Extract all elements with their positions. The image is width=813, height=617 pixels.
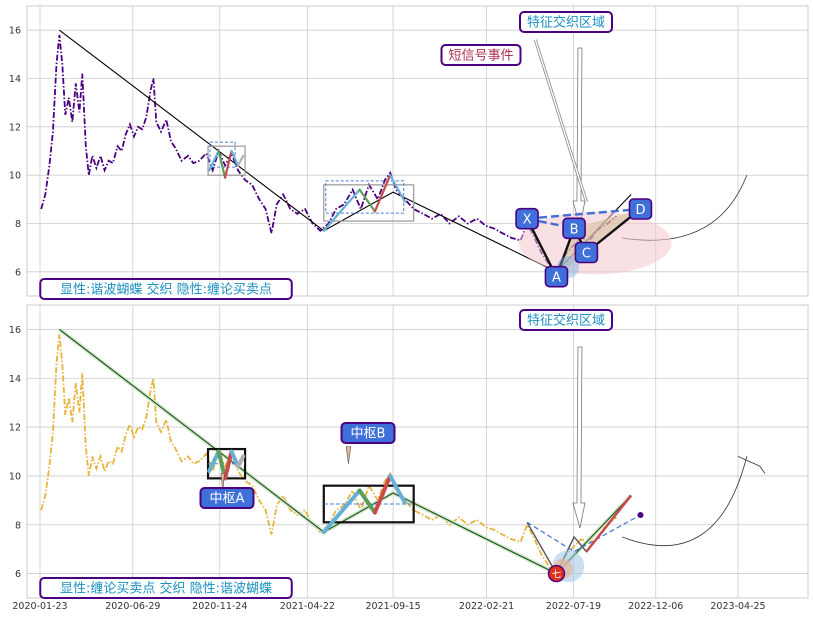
pointer-arrow <box>572 346 586 529</box>
y-tick-label: 6 <box>15 267 21 278</box>
plot-frame <box>26 5 809 297</box>
zigzag-stroke <box>230 149 240 167</box>
arc-end-whisker <box>737 456 766 474</box>
harmonic-node-label: X <box>523 213 532 228</box>
x-tick-label: 2021-04-22 <box>280 601 335 612</box>
panel-footer-label: 显性:谐波蝴蝶 交织 隐性:缠论买卖点 <box>60 282 272 298</box>
x-tick-label: 2020-11-24 <box>192 601 247 612</box>
buy-point-label: 七 <box>552 570 562 581</box>
panel-footer-label-box <box>39 278 293 300</box>
zigzag-stroke <box>217 149 227 179</box>
central-box <box>323 184 415 222</box>
y-tick-label: 12 <box>9 122 21 133</box>
y-tick-label: 14 <box>9 74 21 85</box>
x-tick-label: 2023-04-25 <box>710 601 765 612</box>
plot-frame <box>26 304 809 599</box>
harmonic-node-b <box>562 217 586 240</box>
x-tick-label: 2022-12-06 <box>628 601 683 612</box>
event-arrow-core <box>534 39 588 202</box>
harmonic-node-c <box>574 241 599 264</box>
feature-zone-label: 特征交织区域 <box>527 15 605 31</box>
harmonic-node-d <box>628 198 653 220</box>
harmonic-node-label: A <box>552 271 561 286</box>
feature-zone-label: 特征交织区域 <box>527 313 605 329</box>
zigzag-stroke <box>223 149 233 179</box>
y-tick-label: 14 <box>9 374 21 385</box>
y-tick-label: 6 <box>15 569 21 580</box>
central-a-label-box <box>199 487 255 509</box>
harmonic-node-label: C <box>582 247 591 262</box>
end-point-marker <box>637 511 644 518</box>
x-tick-label: 2020-06-29 <box>105 601 160 612</box>
zigzag-stroke <box>236 454 246 469</box>
central-a-label: 中枢A <box>210 492 245 507</box>
zigzag-stroke <box>321 488 362 535</box>
central-b-label: 中枢B <box>351 427 386 442</box>
bottom-red-leg <box>585 494 633 553</box>
y-tick-label: 12 <box>9 423 21 434</box>
zigzag-stroke <box>372 473 393 515</box>
feature-zone-label-box <box>519 309 613 331</box>
buy-point-marker <box>547 564 566 583</box>
box-b-pointer <box>345 446 352 464</box>
price-series-line <box>40 34 617 274</box>
panel-footer-label-box <box>39 577 293 599</box>
zigzag-stroke <box>358 188 376 213</box>
zigzag-stroke <box>388 473 407 505</box>
bottom-dashed-line <box>526 514 641 553</box>
zigzag-stroke <box>223 449 234 481</box>
zigzag-stroke <box>236 154 245 167</box>
y-tick-label: 16 <box>9 325 21 336</box>
zigzag-stroke <box>207 449 221 474</box>
x-tick-label: 2022-02-21 <box>459 601 514 612</box>
box-a-pointer <box>220 473 225 491</box>
y-tick-label: 10 <box>9 471 21 482</box>
price-series-line <box>40 334 617 576</box>
x-tick-label: 2021-09-15 <box>366 601 421 612</box>
harmonic-node-label: D <box>635 203 645 218</box>
zigzag-stroke <box>229 449 241 469</box>
y-tick-label: 10 <box>9 171 21 182</box>
harmonic-node-a <box>544 265 569 288</box>
short-signal-label: 短信号事件 <box>448 49 513 64</box>
central-b-label-box <box>340 422 396 444</box>
x-axis: 2020-01-23 2020-06-29 2020-11-24 2021-04-22… <box>12 601 765 612</box>
y-tick-label: 8 <box>15 520 21 531</box>
zigzag-stroke <box>208 149 220 172</box>
x-tick-label: 2022-07-19 <box>546 601 601 612</box>
harmonic-node-label: B <box>570 222 579 237</box>
x-tick-label: 2020-01-23 <box>12 601 67 612</box>
zigzag-stroke <box>389 174 406 203</box>
y-tick-label: 8 <box>15 219 21 230</box>
zigzag-stroke <box>357 488 377 515</box>
short-signal-label-box <box>440 44 522 66</box>
zigzag-stroke <box>373 174 392 213</box>
panel-footer-label: 显性:缠论买卖点 交织 隐性:谐波蝴蝶 <box>60 581 272 597</box>
harmonic-xd-line <box>526 207 641 220</box>
harmonic-node-x <box>515 207 539 230</box>
zigzag-stroke <box>322 188 361 232</box>
projection-arc <box>622 456 748 546</box>
y-tick-label: 16 <box>9 26 21 37</box>
feature-zone-label-box <box>519 11 613 33</box>
